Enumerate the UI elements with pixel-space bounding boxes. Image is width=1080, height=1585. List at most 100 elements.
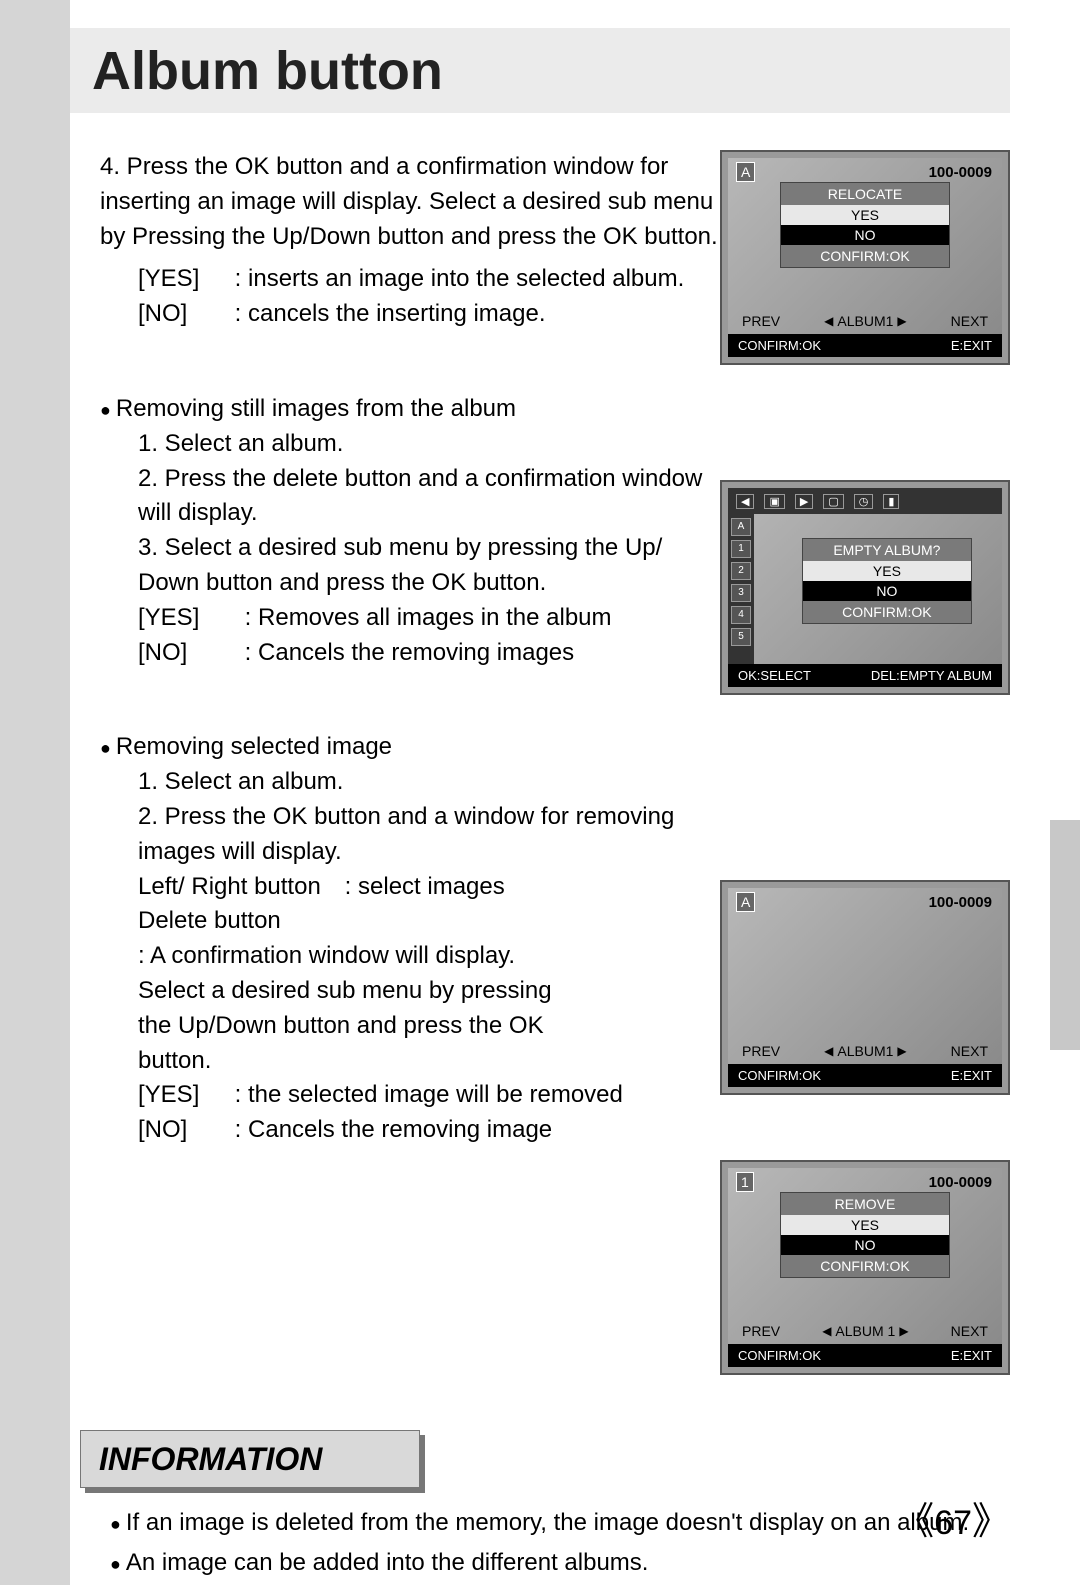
b2-step1: 1. Select an album. bbox=[138, 427, 720, 462]
lcd-nav: PREV ◀ ALBUM1 ▶ NEXT bbox=[728, 1043, 1002, 1059]
yes-val: : inserts an image into the selected alb… bbox=[235, 265, 685, 292]
lcd-empty-album: ◀ ▣ ▶ ▢ ◷ ▮ A 1 2 3 4 5 EMPTY ALBUM? YES… bbox=[720, 480, 1010, 695]
no-key: [NO] bbox=[138, 297, 228, 332]
dialog-title: RELOCATE bbox=[781, 183, 949, 205]
sidebar-item-icon: A bbox=[731, 518, 751, 536]
sidebar-item-icon: 5 bbox=[731, 628, 751, 646]
lcd-icon-a: A bbox=[736, 892, 755, 912]
nav-prev: PREV bbox=[742, 313, 780, 329]
dialog-confirm: CONFIRM:OK bbox=[781, 1255, 949, 1277]
dialog-confirm: CONFIRM:OK bbox=[781, 245, 949, 267]
sidebar-item-icon: 3 bbox=[731, 584, 751, 602]
b3-lr-key: Left/ Right button bbox=[138, 870, 338, 905]
b3-yes-row: [YES] : the selected image will be remov… bbox=[138, 1078, 750, 1113]
triangle-right-icon: ▶ bbox=[897, 314, 906, 328]
topmenu-item-icon: ◷ bbox=[854, 494, 874, 509]
lcd-file-id: 100-0009 bbox=[929, 164, 992, 181]
title-bar: Album button bbox=[70, 28, 1010, 113]
lcd-inner: ◀ ▣ ▶ ▢ ◷ ▮ A 1 2 3 4 5 EMPTY ALBUM? YES… bbox=[728, 488, 1002, 687]
nav-prev: PREV bbox=[742, 1043, 780, 1059]
bracket-right-icon: 》 bbox=[972, 1490, 1010, 1545]
lcd-footer: CONFIRM:OK E:EXIT bbox=[728, 1344, 1002, 1367]
b2-yes-key: [YES] bbox=[138, 601, 238, 636]
footer-exit: E:EXIT bbox=[951, 1348, 992, 1363]
info-bullet-1: If an image is deleted from the memory, … bbox=[110, 1505, 990, 1541]
section-heading-3: Removing selected image bbox=[100, 730, 750, 765]
b3-yes-val: : the selected image will be removed bbox=[235, 1081, 623, 1108]
triangle-right-icon: ▶ bbox=[899, 1324, 908, 1338]
left-margin-strip bbox=[0, 0, 70, 1585]
lcd-select-image: A 100-0009 PREV ◀ ALBUM1 ▶ NEXT CONFIRM:… bbox=[720, 880, 1010, 1095]
b2-step3: 3. Select a desired sub menu by pressing… bbox=[138, 531, 720, 601]
b3-step1: 1. Select an album. bbox=[138, 765, 750, 800]
information-bullets: If an image is deleted from the memory, … bbox=[110, 1505, 990, 1585]
page-number-value: 67 bbox=[934, 1504, 972, 1543]
b3-no-key: [NO] bbox=[138, 1113, 228, 1148]
dialog-yes: YES bbox=[781, 205, 949, 225]
sidebar-item-icon: 4 bbox=[731, 606, 751, 624]
dialog-yes: YES bbox=[803, 561, 971, 581]
dialog-no: NO bbox=[781, 1235, 949, 1255]
side-tab bbox=[1050, 820, 1080, 1050]
triangle-left-icon: ◀ bbox=[824, 1044, 833, 1058]
topmenu-tri-left-icon: ◀ bbox=[736, 494, 754, 509]
yes-key: [YES] bbox=[138, 262, 228, 297]
topmenu-tri-right-icon: ▶ bbox=[795, 494, 813, 509]
topmenu-item-icon: ▣ bbox=[764, 494, 784, 509]
dialog-title: REMOVE bbox=[781, 1193, 949, 1215]
footer-confirm: CONFIRM:OK bbox=[738, 1348, 821, 1363]
triangle-left-icon: ◀ bbox=[824, 314, 833, 328]
lcd-file-id: 100-0009 bbox=[929, 1174, 992, 1191]
lcd-nav: PREV ◀ ALBUM1 ▶ NEXT bbox=[728, 313, 1002, 329]
no-val: : cancels the inserting image. bbox=[235, 300, 546, 327]
b3-lr-val: : select images bbox=[345, 873, 505, 900]
nav-next: NEXT bbox=[951, 313, 988, 329]
lcd-icon-a: A bbox=[736, 162, 755, 182]
lcd-inner: A 100-0009 PREV ◀ ALBUM1 ▶ NEXT CONFIRM:… bbox=[728, 888, 1002, 1087]
b2-no-val: : Cancels the removing images bbox=[245, 639, 574, 666]
triangle-right-icon: ▶ bbox=[897, 1044, 906, 1058]
topmenu-item-icon: ▢ bbox=[823, 494, 843, 509]
page-title: Album button bbox=[92, 40, 443, 102]
b3-yes-key: [YES] bbox=[138, 1078, 228, 1113]
nav-album: ALBUM1 bbox=[837, 313, 893, 329]
lcd-dialog-remove: REMOVE YES NO CONFIRM:OK bbox=[780, 1192, 950, 1278]
b3-lr-row: Left/ Right button : select images bbox=[138, 870, 750, 905]
lcd-relocate: A 100-0009 RELOCATE YES NO CONFIRM:OK PR… bbox=[720, 150, 1010, 365]
dialog-no: NO bbox=[781, 225, 949, 245]
footer-delempty: DEL:EMPTY ALBUM bbox=[871, 668, 992, 683]
b3-step2: 2. Press the OK button and a window for … bbox=[138, 800, 750, 870]
section-heading: Removing still images from the album bbox=[100, 392, 720, 427]
bracket-left-icon: 《 bbox=[896, 1490, 934, 1545]
b2-yes-val: : Removes all images in the album bbox=[245, 604, 612, 631]
lcd-remove: 1 100-0009 REMOVE YES NO CONFIRM:OK PREV… bbox=[720, 1160, 1010, 1375]
lcd-sidebar: A 1 2 3 4 5 bbox=[728, 514, 754, 665]
topmenu-item-icon: ▮ bbox=[883, 494, 899, 509]
nav-album: ALBUM1 bbox=[837, 1043, 893, 1059]
page-number: 《 67 》 bbox=[896, 1490, 1010, 1545]
b2-yes-row: [YES] : Removes all images in the album bbox=[138, 601, 720, 636]
lcd-footer: CONFIRM:OK E:EXIT bbox=[728, 334, 1002, 357]
removing-selected-image-section: Removing selected image 1. Select an alb… bbox=[100, 730, 750, 1148]
nav-prev: PREV bbox=[742, 1323, 780, 1339]
information-heading: INFORMATION bbox=[99, 1441, 322, 1478]
lcd-footer: CONFIRM:OK E:EXIT bbox=[728, 1064, 1002, 1087]
info-bullet-2: An image can be added into the different… bbox=[110, 1545, 990, 1581]
b3-del-val: : A confirmation window will display. Se… bbox=[138, 939, 558, 1078]
lcd-footer: OK:SELECT DEL:EMPTY ALBUM bbox=[728, 664, 1002, 687]
lcd-file-id: 100-0009 bbox=[929, 894, 992, 911]
footer-exit: E:EXIT bbox=[951, 1068, 992, 1083]
b3-del-row: Delete button : A confirmation window wi… bbox=[138, 904, 750, 1078]
footer-exit: E:EXIT bbox=[951, 338, 992, 353]
lcd-inner: 1 100-0009 REMOVE YES NO CONFIRM:OK PREV… bbox=[728, 1168, 1002, 1367]
b2-no-row: [NO] : Cancels the removing images bbox=[138, 636, 720, 671]
b3-del-key: Delete button bbox=[138, 904, 338, 939]
b2-no-key: [NO] bbox=[138, 636, 238, 671]
step-4-text: 4. Press the OK button and a confirmatio… bbox=[100, 153, 718, 250]
dialog-confirm: CONFIRM:OK bbox=[803, 601, 971, 623]
information-heading-box: INFORMATION bbox=[80, 1430, 420, 1488]
lcd-inner: A 100-0009 RELOCATE YES NO CONFIRM:OK PR… bbox=[728, 158, 1002, 357]
nav-album: ALBUM 1 bbox=[835, 1323, 895, 1339]
footer-confirm: CONFIRM:OK bbox=[738, 338, 821, 353]
step-4: 4. Press the OK button and a confirmatio… bbox=[100, 150, 720, 254]
